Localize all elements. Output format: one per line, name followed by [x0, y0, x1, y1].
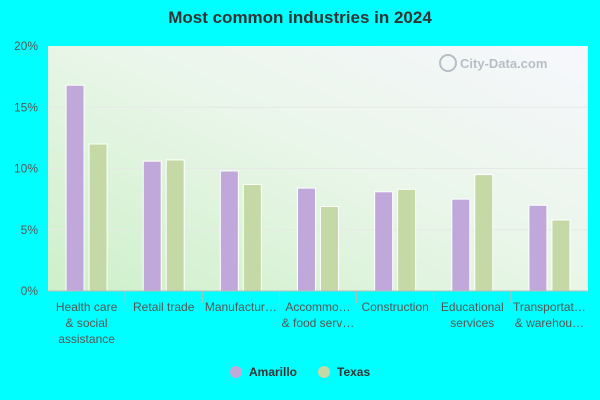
- chart-title: Most common industries in 2024: [168, 8, 432, 27]
- bar-amarillo: [65, 84, 85, 292]
- y-axis-ticks: 0% 5% 10% 15% 20%: [14, 39, 38, 298]
- x-category-label: & warehou…: [515, 316, 584, 330]
- x-category-label: services: [450, 316, 494, 330]
- legend: Amarillo Texas: [230, 365, 370, 379]
- watermark-logo-icon: [439, 54, 457, 72]
- gridlines: [48, 106, 588, 231]
- x-axis-categories: Health care & social assistance Retail trad…: [56, 300, 586, 346]
- x-category-label: Construction: [361, 300, 428, 314]
- bar-texas: [551, 219, 571, 292]
- y-tick-label: 15%: [14, 100, 38, 114]
- bar-texas: [88, 143, 108, 292]
- legend-label-texas: Texas: [337, 365, 370, 379]
- watermark-text: City-Data.com: [460, 56, 547, 71]
- bar-amarillo: [374, 191, 394, 292]
- bar-amarillo: [219, 170, 239, 292]
- y-tick-label: 0%: [21, 284, 39, 298]
- bar-amarillo: [142, 160, 162, 292]
- bar-texas: [397, 188, 417, 292]
- bar-texas: [242, 183, 262, 292]
- bars: [65, 84, 571, 303]
- legend-swatch-amarillo: [230, 366, 242, 378]
- bar-amarillo: [528, 204, 548, 292]
- watermark: City-Data.com: [439, 54, 547, 72]
- x-category-label: Health care: [56, 300, 118, 314]
- bar-amarillo: [297, 187, 316, 292]
- legend-label-amarillo: Amarillo: [249, 365, 297, 379]
- x-category-label: assistance: [58, 332, 115, 346]
- x-category-label: & social: [66, 316, 108, 330]
- legend-swatch-texas: [318, 366, 330, 378]
- x-category-label: Retail trade: [133, 300, 195, 314]
- x-category-label: Manufactur…: [205, 300, 277, 314]
- x-category-label: Transportat…: [513, 300, 586, 314]
- y-tick-label: 5%: [21, 223, 39, 237]
- bar-texas: [474, 174, 494, 292]
- bar-amarillo: [451, 198, 471, 292]
- x-category-label: & food serv…: [282, 316, 355, 330]
- x-category-label: Accommo…: [285, 300, 350, 314]
- y-tick-label: 10%: [14, 162, 38, 176]
- y-tick-label: 20%: [14, 39, 38, 53]
- bar-texas: [320, 205, 339, 292]
- bar-texas: [165, 159, 185, 292]
- x-category-label: Educational: [441, 300, 504, 314]
